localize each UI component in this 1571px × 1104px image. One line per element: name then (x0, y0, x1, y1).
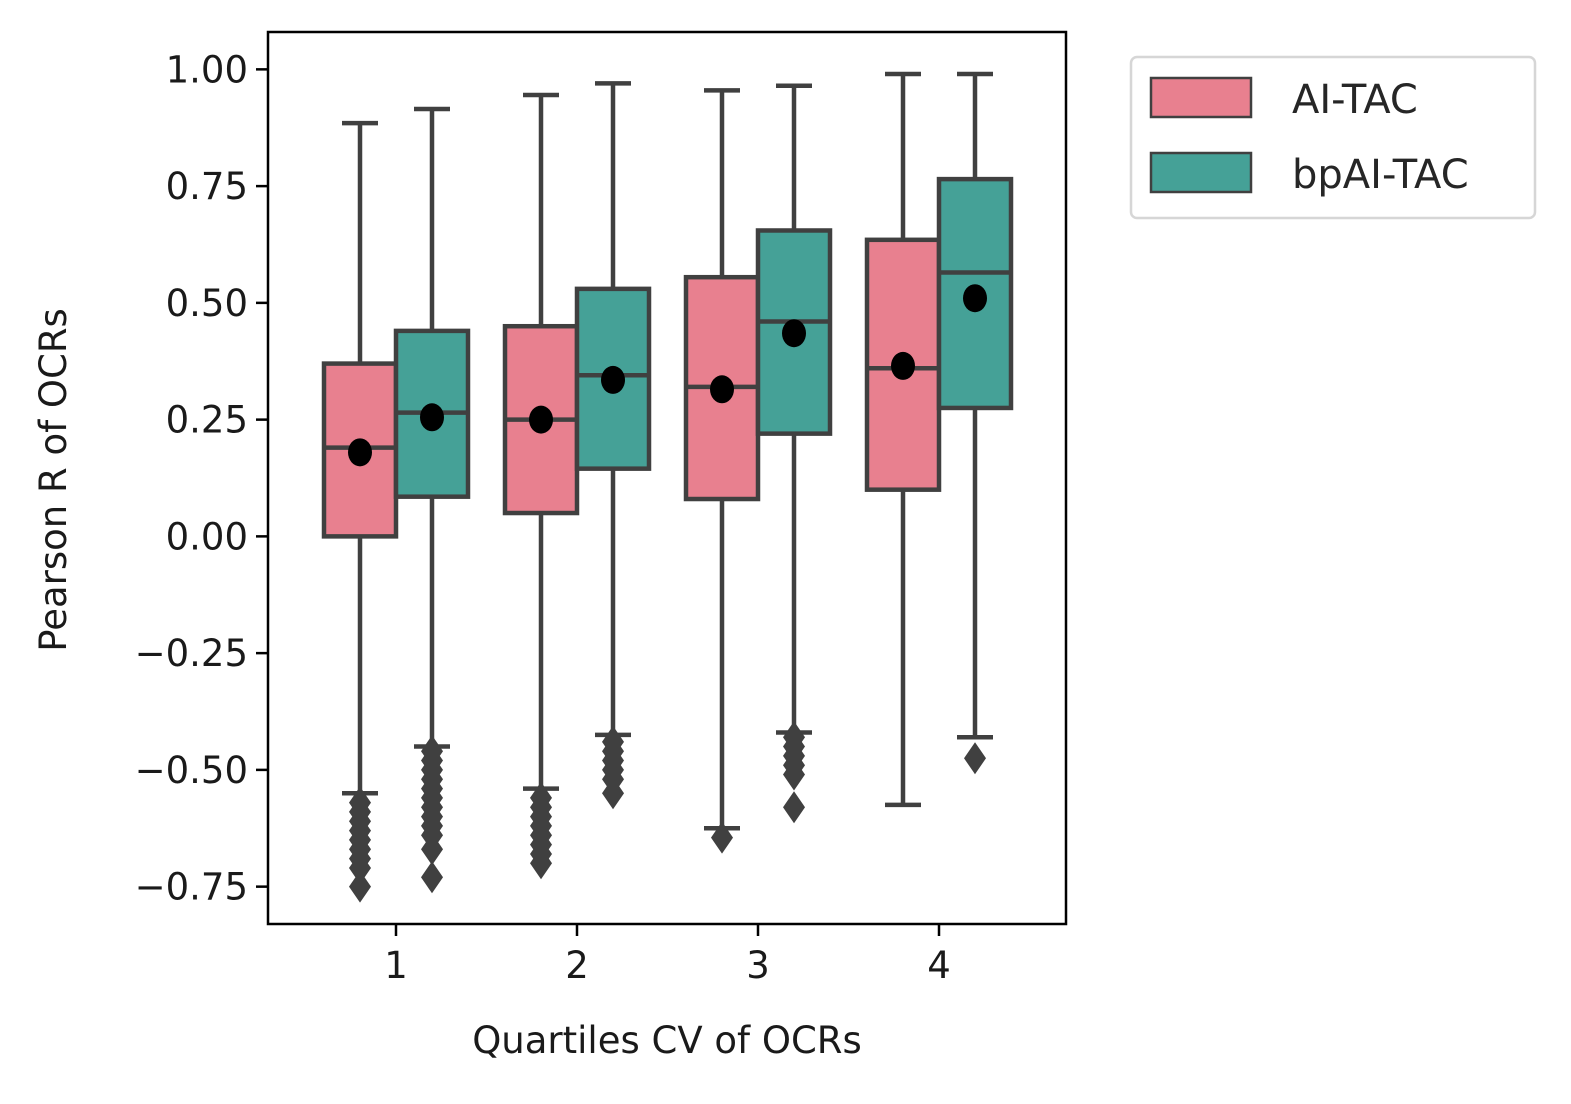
box-group-ai-tac-q4 (864, 71, 942, 808)
y-tick-label: −0.75 (135, 866, 248, 909)
box-group-bpai-tac-q3 (755, 83, 833, 824)
legend: AI-TAC bpAI-TAC (1129, 55, 1537, 220)
outlier-marker (711, 821, 733, 854)
x-tick-label: 4 (927, 944, 951, 987)
y-tick-label: −0.50 (135, 749, 248, 792)
x-tick-label: 2 (565, 944, 589, 987)
outlier-marker (783, 791, 805, 824)
legend-label-bpai-tac: bpAI-TAC (1292, 152, 1469, 198)
outlier-marker (421, 833, 443, 866)
y-axis-title: Pearson R of OCRs (32, 308, 75, 652)
y-tick-label: 0.25 (166, 399, 248, 442)
mean-marker (710, 375, 734, 404)
mean-marker (420, 403, 444, 432)
plot-layer (321, 71, 1014, 903)
outlier-marker (783, 758, 805, 791)
outlier-marker (530, 847, 552, 880)
axis-layer: −0.75 −0.50 −0.25 0.00 0.25 0.50 0.75 1.00 1 2 3 4 (135, 48, 951, 987)
box-group-ai-tac-q3 (683, 88, 761, 854)
mean-marker (601, 365, 625, 394)
outlier-marker (602, 777, 624, 810)
box-group-bpai-tac-q4 (936, 71, 1014, 775)
box-group-bpai-tac-q1 (393, 106, 471, 894)
x-axis-title: Quartiles CV of OCRs (472, 1019, 862, 1062)
legend-swatch-ai-tac (1149, 76, 1253, 119)
mean-marker (963, 284, 987, 313)
y-tick-label: 1.00 (166, 48, 248, 91)
box-group-ai-tac-q2 (502, 92, 580, 880)
box-group-ai-tac-q1 (321, 120, 399, 903)
mean-marker (348, 438, 372, 467)
legend-swatch-bpai-tac (1149, 151, 1253, 194)
outlier-marker (964, 742, 986, 775)
legend-label-ai-tac: AI-TAC (1292, 77, 1418, 123)
y-tick-label: 0.00 (166, 515, 248, 558)
x-tick-label: 1 (384, 944, 408, 987)
mean-marker (529, 405, 553, 434)
y-tick-label: −0.25 (135, 632, 248, 675)
y-tick-label: 0.50 (166, 282, 248, 325)
iqr-box (936, 176, 1014, 411)
plot-frame (266, 30, 1068, 926)
mean-marker (782, 319, 806, 348)
outlier-marker (349, 870, 371, 903)
mean-marker (891, 351, 915, 380)
outlier-marker (421, 861, 443, 894)
x-tick-label: 3 (746, 944, 770, 987)
y-tick-label: 0.75 (166, 165, 248, 208)
box-group-bpai-tac-q2 (574, 81, 652, 810)
outlier-marker (349, 851, 371, 884)
